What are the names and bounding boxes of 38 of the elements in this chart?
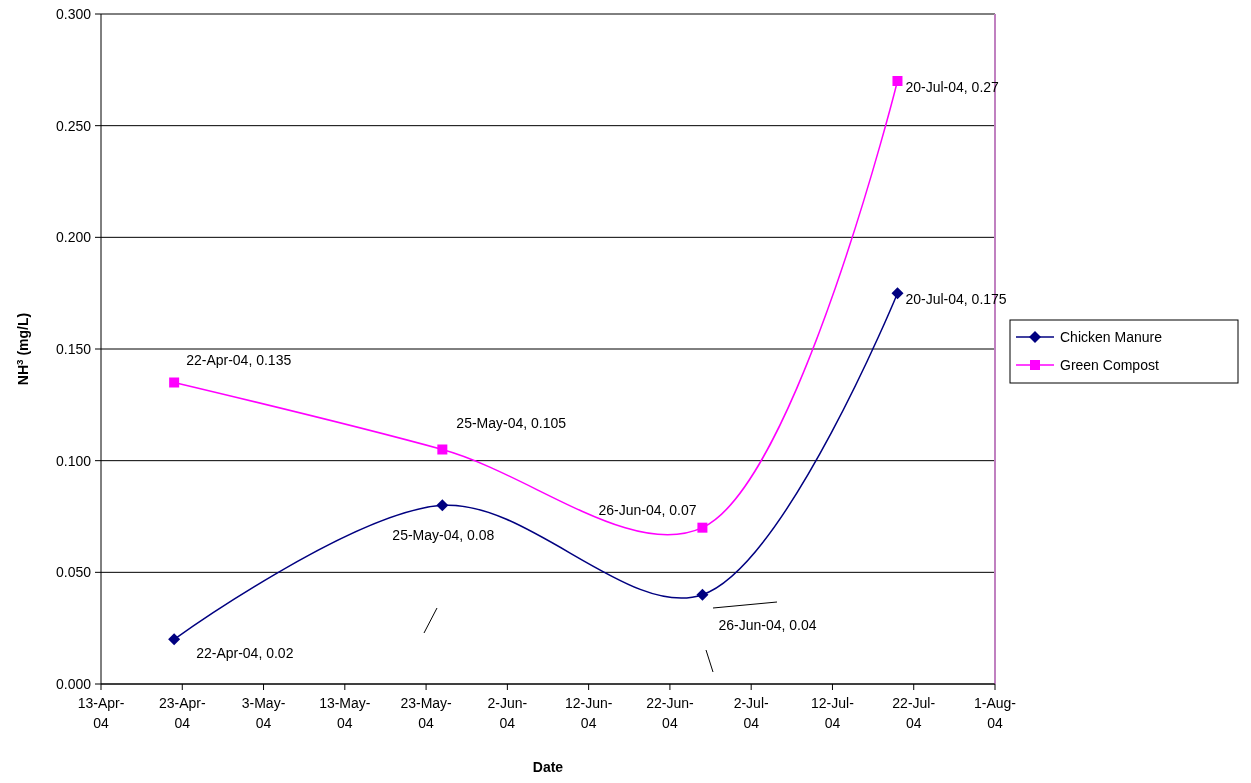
y-tick-label: 0.050 <box>55 564 92 581</box>
point <box>168 633 181 646</box>
x-tick-label: 22-Jun-04 <box>646 695 694 731</box>
x-tick-label: 22-Jul-04 <box>892 695 936 731</box>
data-label: 20-Jul-04, 0.27 <box>905 78 1000 95</box>
point <box>169 377 180 388</box>
y-tick-label: 0.250 <box>55 117 92 134</box>
x-tick-label: 23-May-04 <box>400 695 453 731</box>
y-tick-label: 0.150 <box>55 340 92 357</box>
y-tick-label: 0.100 <box>55 452 92 469</box>
legend-label: Green Compost <box>1060 356 1159 373</box>
x-tick-label: 12-Jul-04 <box>811 695 855 731</box>
x-tick-label: 2-Jul-04 <box>733 695 770 731</box>
data-label: 26-Jun-04, 0.04 <box>718 616 817 633</box>
data-label: 22-Apr-04, 0.135 <box>186 352 292 369</box>
x-tick-label: 13-Apr-04 <box>77 695 125 731</box>
x-tick-label: 1-Aug-04 <box>973 695 1017 731</box>
x-tick-label: 13-May-04 <box>319 695 371 731</box>
y-tick-label: 0.300 <box>55 5 92 22</box>
data-label: 26-Jun-04, 0.07 <box>598 501 697 518</box>
point <box>696 588 709 601</box>
point <box>891 287 904 300</box>
data-label: 25-May-04, 0.08 <box>392 527 495 544</box>
y-tick-label: 0.000 <box>55 675 92 692</box>
data-label: 25-May-04, 0.105 <box>456 415 567 432</box>
data-label: 20-Jul-04, 0.175 <box>905 291 1007 308</box>
y-tick-label: 0.200 <box>55 229 92 246</box>
point <box>892 76 903 86</box>
x-axis-title: Date <box>532 759 564 775</box>
point <box>437 444 448 455</box>
data-label: 22-Apr-04, 0.02 <box>196 645 294 662</box>
x-tick-label: 3-May-04 <box>241 695 286 731</box>
x-tick-label: 2-Jun-04 <box>487 695 528 731</box>
x-tick-label: 12-Jun-04 <box>564 695 613 731</box>
point <box>436 499 449 512</box>
legend-label: Chicken Manure <box>1060 328 1163 345</box>
point <box>697 522 708 533</box>
x-tick-label: 23-Apr-04 <box>158 695 206 731</box>
